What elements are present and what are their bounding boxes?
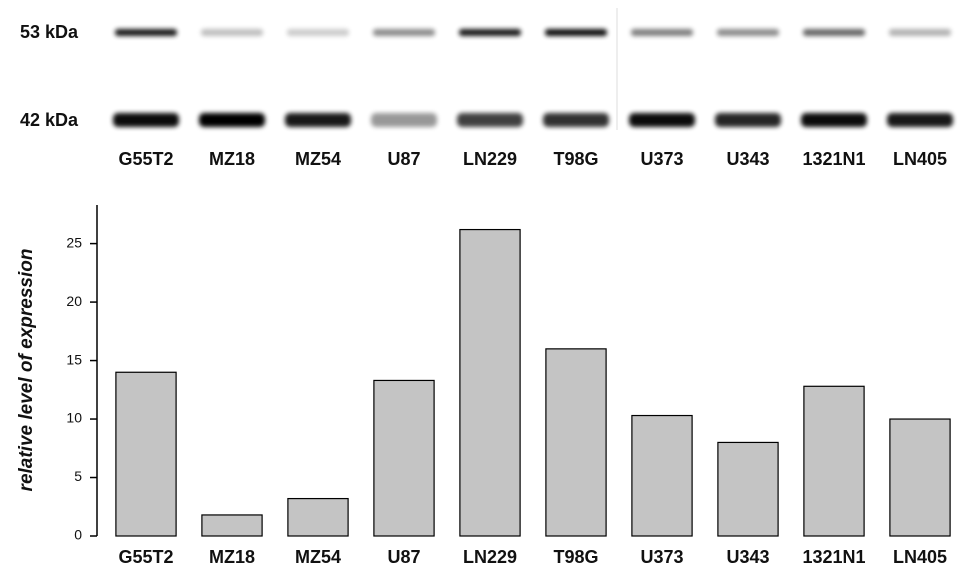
lane-label: U373 xyxy=(640,149,683,169)
band xyxy=(543,113,609,127)
bar xyxy=(288,499,348,536)
lane-label: LN229 xyxy=(463,149,517,169)
y-axis-label: relative level of expression xyxy=(16,249,37,492)
x-tick-label: U373 xyxy=(640,547,683,567)
bar xyxy=(632,416,692,536)
x-tick-label: LN405 xyxy=(893,547,947,567)
band xyxy=(545,29,607,36)
lane-label: MZ54 xyxy=(295,149,341,169)
lane-label: 1321N1 xyxy=(802,149,865,169)
x-tick-label: U343 xyxy=(726,547,769,567)
y-tick-label: 0 xyxy=(74,527,82,543)
x-tick-label: LN229 xyxy=(463,547,517,567)
x-tick-label: G55T2 xyxy=(118,547,173,567)
band xyxy=(201,29,263,36)
x-tick-label: 1321N1 xyxy=(802,547,865,567)
y-tick-label: 25 xyxy=(66,234,82,250)
band xyxy=(459,29,521,36)
bar xyxy=(718,442,778,536)
bar xyxy=(546,349,606,536)
lane-label: U343 xyxy=(726,149,769,169)
lane-label: U87 xyxy=(387,149,420,169)
band xyxy=(373,29,435,36)
x-tick-label: MZ18 xyxy=(209,547,255,567)
band xyxy=(801,113,867,127)
band xyxy=(889,29,951,36)
western-blot: 53 kDa 42 kDa G55T2 MZ18 MZ54 U87 LN229 T98G U… xyxy=(20,8,953,169)
band xyxy=(803,29,865,36)
x-tick-label: MZ54 xyxy=(295,547,341,567)
lane-label: G55T2 xyxy=(118,149,173,169)
lane-label: LN405 xyxy=(893,149,947,169)
band xyxy=(199,113,265,127)
y-tick-label: 15 xyxy=(66,351,82,367)
y-tick-label: 5 xyxy=(74,468,82,484)
x-tick-label: U87 xyxy=(387,547,420,567)
band xyxy=(113,113,179,127)
y-tick-label: 10 xyxy=(66,410,82,426)
band xyxy=(629,113,695,127)
band xyxy=(457,113,523,127)
figure: 53 kDa 42 kDa G55T2 MZ18 MZ54 U87 LN229 T98G U… xyxy=(0,0,973,574)
band xyxy=(631,29,693,36)
marker-label: 53 kDa xyxy=(20,22,79,42)
bar xyxy=(890,419,950,536)
lane-label: MZ18 xyxy=(209,149,255,169)
x-tick-label: T98G xyxy=(553,547,598,567)
band xyxy=(287,29,349,36)
band xyxy=(715,113,781,127)
bar xyxy=(460,230,520,536)
bar xyxy=(202,515,262,536)
band xyxy=(115,29,177,36)
marker-label: 42 kDa xyxy=(20,110,79,130)
band xyxy=(285,113,351,127)
band xyxy=(371,113,437,127)
bar xyxy=(374,380,434,536)
band xyxy=(887,113,953,127)
band xyxy=(717,29,779,36)
bar xyxy=(804,386,864,536)
lane-label: T98G xyxy=(553,149,598,169)
bar xyxy=(116,372,176,536)
y-tick-label: 20 xyxy=(66,293,82,309)
